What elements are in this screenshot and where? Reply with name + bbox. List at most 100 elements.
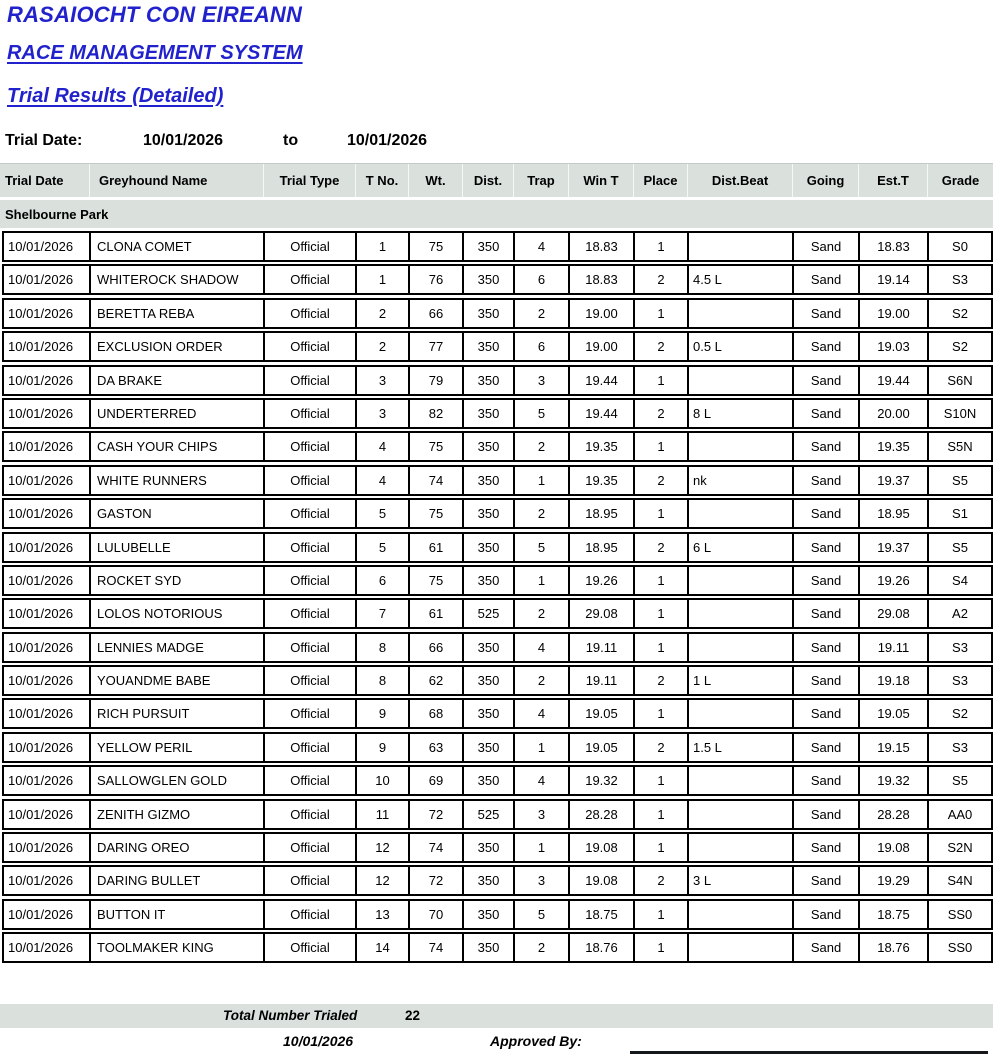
table-cell: 2 bbox=[355, 333, 408, 361]
table-cell: 1 bbox=[633, 700, 687, 728]
table-cell: 2 bbox=[513, 934, 568, 962]
table-cell: 6 bbox=[513, 333, 568, 361]
table-cell: 350 bbox=[462, 934, 513, 962]
column-header: Greyhound Name bbox=[89, 164, 263, 197]
table-cell: A2 bbox=[927, 600, 991, 628]
table-cell: Sand bbox=[792, 266, 858, 294]
table-cell: 13 bbox=[355, 900, 408, 928]
table-row: 10/01/2026 LULUBELLE Official 5 61 350 5 18.95 2… bbox=[2, 531, 993, 563]
table-cell: 2 bbox=[633, 867, 687, 895]
table-cell: 61 bbox=[408, 533, 462, 561]
table-cell: 350 bbox=[462, 533, 513, 561]
table-cell bbox=[687, 233, 792, 260]
table-cell: 6 bbox=[513, 266, 568, 294]
table-cell: 4.5 L bbox=[687, 266, 792, 294]
table-cell: 19.08 bbox=[568, 834, 633, 862]
table-cell: 19.05 bbox=[568, 700, 633, 728]
table-cell: 1 bbox=[513, 834, 568, 862]
column-header: Trial Date bbox=[5, 173, 64, 188]
table-cell: Official bbox=[263, 500, 355, 528]
table-cell: 350 bbox=[462, 466, 513, 494]
table-cell: WHITE RUNNERS bbox=[89, 466, 263, 494]
table-row: 10/01/2026 DARING BULLET Official 12 72 350 3 1… bbox=[2, 865, 993, 897]
table-cell: 10/01/2026 bbox=[8, 472, 74, 488]
table-cell: 5 bbox=[355, 500, 408, 528]
trial-date-from: 10/01/2026 bbox=[143, 132, 224, 149]
table-cell: Sand bbox=[792, 233, 858, 260]
table-cell: 350 bbox=[462, 566, 513, 594]
table-cell: 19.08 bbox=[858, 834, 927, 862]
table-cell: 8 bbox=[355, 667, 408, 695]
table-cell: Official bbox=[263, 934, 355, 962]
table-cell bbox=[687, 767, 792, 795]
table-cell: Official bbox=[263, 867, 355, 895]
table-cell: DA BRAKE bbox=[89, 366, 263, 394]
table-cell: 350 bbox=[462, 667, 513, 695]
table-cell: 2 bbox=[513, 299, 568, 327]
table-cell bbox=[687, 500, 792, 528]
table-cell: S2N bbox=[927, 834, 991, 862]
table-cell: 10/01/2026 bbox=[8, 339, 74, 355]
table-cell: Official bbox=[263, 733, 355, 761]
table-cell: 0.5 L bbox=[687, 333, 792, 361]
report-title: Trial Results (Detailed) bbox=[7, 85, 224, 107]
table-cell: YOUANDME BABE bbox=[89, 667, 263, 695]
table-cell: 350 bbox=[462, 867, 513, 895]
table-row: 10/01/2026 WHITE RUNNERS Official 4 74 350 1 19… bbox=[2, 464, 993, 496]
table-cell: nk bbox=[687, 466, 792, 494]
table-cell: 10/01/2026 bbox=[8, 372, 74, 388]
table-cell: 9 bbox=[355, 700, 408, 728]
table-cell: 74 bbox=[408, 934, 462, 962]
system-title: RACE MANAGEMENT SYSTEM bbox=[7, 42, 303, 64]
table-cell: Sand bbox=[792, 934, 858, 962]
table-cell: 10/01/2026 bbox=[8, 572, 74, 588]
table-cell bbox=[687, 299, 792, 327]
table-cell: 61 bbox=[408, 600, 462, 628]
table-cell: 5 bbox=[513, 533, 568, 561]
table-cell: 2 bbox=[513, 500, 568, 528]
table-cell: 19.18 bbox=[858, 667, 927, 695]
table-cell: 10/01/2026 bbox=[8, 305, 74, 321]
table-cell: 28.28 bbox=[568, 800, 633, 828]
table-cell: 10/01/2026 bbox=[8, 840, 74, 856]
table-cell: Official bbox=[263, 900, 355, 928]
table-header-row: Trial Date Greyhound Name Trial Type T No. W… bbox=[0, 163, 993, 197]
table-cell: 2 bbox=[513, 667, 568, 695]
table-cell: 19.08 bbox=[568, 867, 633, 895]
table-cell: 3 L bbox=[687, 867, 792, 895]
table-cell: 350 bbox=[462, 399, 513, 427]
table-cell: 29.08 bbox=[568, 600, 633, 628]
table-cell: 19.00 bbox=[858, 299, 927, 327]
table-cell: 19.35 bbox=[568, 466, 633, 494]
table-cell bbox=[687, 566, 792, 594]
table-row: 10/01/2026 SALLOWGLEN GOLD Official 10 69 350… bbox=[2, 765, 993, 797]
table-cell: 19.05 bbox=[858, 700, 927, 728]
table-cell: RICH PURSUIT bbox=[89, 700, 263, 728]
track-name: Shelbourne Park bbox=[5, 206, 109, 222]
table-cell: S5 bbox=[927, 767, 991, 795]
table-cell: 19.44 bbox=[858, 366, 927, 394]
table-cell: Sand bbox=[792, 333, 858, 361]
table-cell: 1 bbox=[633, 299, 687, 327]
track-group-header: Shelbourne Park bbox=[0, 200, 993, 228]
table-cell: 19.05 bbox=[568, 733, 633, 761]
table-cell: S3 bbox=[927, 266, 991, 294]
table-cell: 10/01/2026 bbox=[8, 639, 74, 655]
table-cell: 10/01/2026 bbox=[8, 940, 74, 956]
column-header: Win T bbox=[568, 164, 633, 197]
table-cell: Sand bbox=[792, 566, 858, 594]
table-cell: S2 bbox=[927, 299, 991, 327]
table-cell: S5N bbox=[927, 433, 991, 461]
table-cell: 1 bbox=[633, 934, 687, 962]
table-cell bbox=[687, 433, 792, 461]
table-cell: LENNIES MADGE bbox=[89, 633, 263, 661]
table-cell: 9 bbox=[355, 733, 408, 761]
table-row: 10/01/2026 BERETTA REBA Official 2 66 350 2 19.… bbox=[2, 297, 993, 329]
table-cell: 70 bbox=[408, 900, 462, 928]
table-cell: 19.15 bbox=[858, 733, 927, 761]
table-cell: 19.32 bbox=[858, 767, 927, 795]
table-cell: 1 bbox=[633, 834, 687, 862]
table-cell: 1 bbox=[633, 633, 687, 661]
table-cell: 1 L bbox=[687, 667, 792, 695]
table-cell: S3 bbox=[927, 633, 991, 661]
